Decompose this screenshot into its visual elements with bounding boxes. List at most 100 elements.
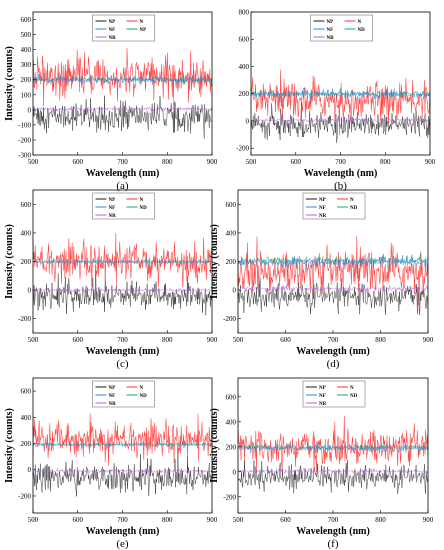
- legend-entry: NR: [313, 36, 334, 41]
- y-axis-label: Intensity (counts): [209, 224, 220, 299]
- panel-label: (b): [334, 180, 347, 192]
- y-tick-label: 0: [233, 468, 237, 476]
- series-line-nf-2: [33, 258, 212, 266]
- y-tick-label: 0: [28, 466, 32, 474]
- x-axis-label: Wavelength (nm): [304, 168, 378, 179]
- y-tick-label: 200: [239, 90, 250, 98]
- legend-label: N: [358, 20, 362, 25]
- series-line-np-0: [33, 445, 212, 497]
- legend-entry: NP: [306, 386, 326, 391]
- legend-label: NR: [109, 214, 117, 219]
- y-tick-label: -200: [18, 315, 31, 323]
- series-line-np-0: [238, 277, 428, 316]
- series-line-nf-2: [33, 73, 212, 85]
- y-tick-label: 200: [21, 258, 32, 266]
- x-tick-label: 900: [207, 336, 218, 344]
- legend-label: NF: [109, 206, 116, 211]
- panel-c: 500 600 700 800 900-2000200400600Wavelength …: [4, 189, 218, 370]
- x-tick-label: 700: [328, 516, 339, 524]
- legend-label: ND: [358, 28, 366, 33]
- x-tick-label: 800: [162, 516, 173, 524]
- legend-label: NF: [319, 206, 326, 211]
- y-tick-label: 400: [226, 229, 237, 237]
- legend-label: NF: [109, 394, 116, 399]
- x-axis-label: Wavelength (nm): [86, 168, 160, 179]
- y-tick-label: -100: [18, 121, 31, 129]
- legend-label: NP: [327, 20, 334, 25]
- x-tick-label: 500: [28, 336, 39, 344]
- legend-entry: N: [126, 386, 144, 391]
- series-line-n-1: [238, 236, 428, 312]
- series-line-nf-2: [238, 441, 428, 454]
- legend-entry: ND: [337, 206, 358, 211]
- panel-label: (c): [116, 358, 129, 370]
- series-line-n-1: [238, 416, 428, 473]
- legend-label: NF: [319, 394, 326, 399]
- y-axis-label: Intensity (counts): [4, 224, 15, 299]
- legend-label: NP: [109, 198, 116, 203]
- x-tick-label: 500: [233, 516, 244, 524]
- y-tick-label: 400: [239, 63, 250, 71]
- series-line-nr-4: [238, 467, 428, 475]
- y-tick-label: 0: [233, 287, 237, 295]
- x-tick-label: 600: [73, 158, 84, 166]
- legend-entry: NP: [95, 20, 116, 25]
- series-line-nr-4: [33, 106, 212, 113]
- panel-e: 500 600 700 800 900-2000200400600Wavelength …: [4, 377, 218, 550]
- series-line-np-0: [33, 95, 212, 139]
- y-tick-label: 600: [21, 201, 32, 209]
- legend-entry: NR: [306, 214, 327, 219]
- panel-a: 500 600 700 800 900 -300 -200 -100 0 100 200 300 400…: [4, 11, 218, 192]
- legend-label: NR: [109, 402, 117, 407]
- legend-label: N: [350, 198, 354, 203]
- x-tick-label: 500: [28, 516, 39, 524]
- x-tick-label: 800: [375, 516, 386, 524]
- legend-label: N: [140, 386, 144, 391]
- y-tick-label: -200: [18, 136, 31, 144]
- legend-label: ND: [350, 206, 358, 211]
- y-tick-label: -200: [236, 145, 249, 153]
- series-line-np-0: [33, 264, 212, 316]
- legend-label: NF: [327, 28, 334, 33]
- x-tick-label: 700: [117, 158, 128, 166]
- legend-label: NP: [140, 28, 147, 33]
- legend-entry: N: [126, 198, 144, 203]
- legend-entry: NF: [95, 394, 116, 399]
- y-tick-label: 600: [21, 388, 32, 396]
- x-tick-label: 600: [280, 516, 291, 524]
- legend-entry: NR: [95, 402, 117, 407]
- x-tick-label: 600: [280, 336, 291, 344]
- legend-label: N: [350, 386, 354, 391]
- legend-entry: NR: [306, 402, 327, 407]
- y-tick-label: 200: [226, 258, 237, 266]
- x-axis-label: Wavelength (nm): [296, 526, 370, 537]
- y-tick-label: 200: [21, 440, 32, 448]
- legend-entry: NR: [95, 36, 116, 41]
- legend-entry: ND: [126, 394, 147, 399]
- panel-b: 500 600 700 800 900-2000200400600800Waveleng…: [236, 9, 436, 193]
- series-line-n-1: [33, 413, 212, 466]
- series-line-nr-4: [33, 286, 212, 293]
- x-tick-label: 900: [425, 158, 436, 166]
- y-tick-label: 0: [28, 287, 32, 295]
- y-tick-label: 800: [239, 9, 250, 17]
- y-tick-label: 600: [239, 36, 250, 44]
- y-tick-label: 100: [21, 91, 32, 99]
- y-axis-label: Intensity (counts): [4, 408, 15, 483]
- legend-label: NP: [109, 386, 116, 391]
- y-axis-label: Intensity (counts): [4, 46, 15, 121]
- legend-label: N: [140, 198, 144, 203]
- legend-entry: N: [337, 386, 354, 391]
- legend-label: NP: [319, 198, 326, 203]
- legend-label: NR: [319, 214, 327, 219]
- x-tick-label: 800: [380, 158, 391, 166]
- legend-entry: N: [337, 198, 354, 203]
- legend-label: NF: [109, 28, 116, 33]
- y-tick-label: -200: [18, 492, 31, 500]
- series-line-nr-4: [251, 116, 430, 124]
- series-line-nf-2: [33, 441, 212, 448]
- y-tick-label: -200: [223, 315, 236, 323]
- legend-label: NP: [109, 20, 116, 25]
- series-line-nr-4: [238, 284, 428, 294]
- series-line-nr-4: [33, 468, 212, 474]
